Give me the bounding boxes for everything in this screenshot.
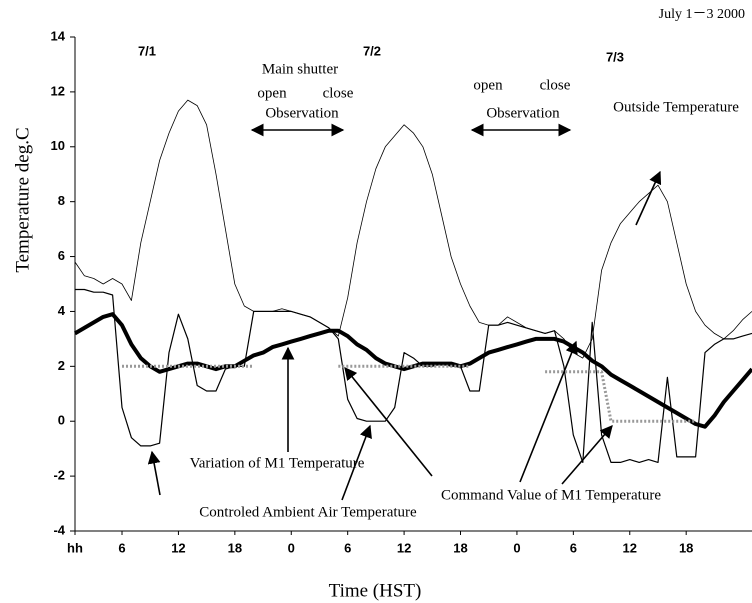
annotation: Variation of M1 Temperature: [190, 455, 365, 471]
y-tick-label: 14: [51, 28, 66, 43]
arrow: [344, 367, 433, 477]
annotation: Observation: [486, 105, 560, 121]
x-tick-label: 6: [570, 540, 577, 555]
annotation: Observation: [265, 105, 339, 121]
arrow: [561, 425, 613, 485]
x-tick-label: 12: [397, 540, 411, 555]
y-tick-label: 4: [58, 303, 66, 318]
y-tick-label: 2: [58, 358, 65, 373]
annotation: close: [323, 85, 354, 101]
arrow: [519, 340, 578, 483]
annotation: 7/1: [138, 43, 156, 58]
annotation: 7/3: [606, 49, 624, 64]
annotation: Command Value of M1 Temperature: [441, 487, 661, 503]
x-tick-label: 6: [344, 540, 351, 555]
arrow: [341, 424, 372, 501]
x-tick-label: hh: [67, 540, 83, 555]
series-line: [73, 312, 752, 429]
x-tick-label: 18: [679, 540, 693, 555]
series-line: [74, 99, 752, 359]
x-tick-label: 0: [288, 540, 295, 555]
x-tick-label: 6: [118, 540, 125, 555]
y-axis-label: Temperature deg.C: [12, 127, 33, 272]
annotation: 7/2: [363, 43, 381, 58]
y-tick-label: -2: [53, 468, 65, 483]
x-tick-label: 18: [228, 540, 242, 555]
series-line: [75, 288, 752, 463]
y-tick-label: 12: [51, 83, 65, 98]
annotation: Outside Temperature: [613, 99, 739, 115]
annotation: open: [473, 77, 503, 93]
y-tick-label: 10: [51, 138, 65, 153]
y-tick-label: -4: [53, 522, 65, 537]
arrow: [147, 450, 161, 496]
annotation: close: [540, 77, 571, 93]
series-line: [122, 364, 696, 423]
x-tick-label: 12: [623, 540, 637, 555]
x-tick-label: 12: [171, 540, 185, 555]
y-tick-label: 6: [58, 248, 65, 263]
chart-title: July 1－3 2000: [659, 7, 745, 22]
annotation: open: [257, 85, 287, 101]
y-tick-label: 8: [58, 193, 65, 208]
x-tick-label: 18: [453, 540, 467, 555]
y-tick-label: 0: [58, 413, 65, 428]
annotation: Controled Ambient Air Temperature: [199, 504, 417, 520]
annotation: Main shutter: [262, 61, 338, 77]
arrows: [147, 123, 662, 501]
x-tick-label: 0: [513, 540, 520, 555]
x-axis-label: Time (HST): [329, 580, 422, 601]
arrow: [635, 170, 662, 226]
